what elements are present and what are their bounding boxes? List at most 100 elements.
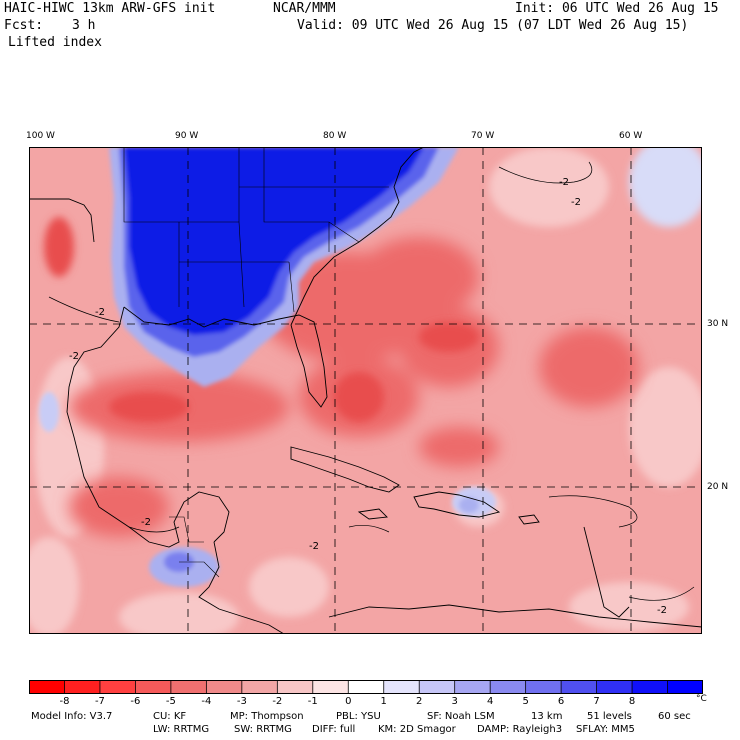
- contour-label: -2: [95, 307, 105, 318]
- lon-label-60w: 60 W: [619, 131, 643, 141]
- colorbar-cell: [348, 680, 385, 694]
- lat-label-30n: 30 N: [707, 319, 729, 329]
- stable-patch-central-america: [39, 392, 219, 587]
- diff-option: DIFF: full: [312, 724, 356, 735]
- colorbar-tick-label: -1: [307, 696, 318, 707]
- central-america-coast: [198, 541, 285, 634]
- fcst-value: 3 h: [72, 18, 96, 33]
- contour-label: -2: [571, 197, 581, 208]
- colorbar-tick-label: -3: [236, 696, 247, 707]
- hispaniola-outline: [413, 491, 501, 518]
- us-gulf-coast-florida: [123, 306, 328, 408]
- colorbar-tick-label: 2: [416, 696, 423, 707]
- colorbar-cell: [632, 680, 669, 694]
- model-info: Model Info: V3.7: [31, 711, 113, 722]
- colorbar-tick-label: 3: [451, 696, 458, 707]
- lon-label-70w: 70 W: [471, 131, 495, 141]
- us-atlantic-coast: [290, 147, 425, 326]
- us-state-lines: [123, 147, 389, 313]
- sflay-option: SFLAY: MM5: [576, 724, 635, 735]
- pbl-scheme: PBL: YSU: [336, 711, 381, 722]
- sw-scheme: SW: RRTMG: [234, 724, 292, 735]
- colorbar: [29, 680, 703, 694]
- field-shading: [29, 147, 702, 634]
- contour-line: [498, 161, 593, 184]
- colorbar-tick-label: -7: [94, 696, 105, 707]
- colorbar-cell: [561, 680, 598, 694]
- init-time: Init: 06 UTC Wed 26 Aug 15: [515, 1, 719, 16]
- valid-time: Valid: 09 UTC Wed 26 Aug 15 (07 LDT Wed …: [297, 18, 689, 33]
- mexico-us-border: [29, 198, 95, 243]
- lat-label-20n: 20 N: [707, 482, 729, 492]
- contour-label: -2: [657, 605, 667, 616]
- colorbar-cell: [667, 680, 703, 694]
- colorbar-cell: [383, 680, 420, 694]
- colorbar-tick-label: -4: [201, 696, 212, 707]
- strong-instability-areas: [44, 217, 479, 422]
- resolution: 13 km: [531, 711, 563, 722]
- sf-scheme: SF: Noah LSM: [427, 711, 495, 722]
- colorbar-tick-label: -8: [59, 696, 70, 707]
- colorbar-tick-label: -6: [130, 696, 141, 707]
- cu-scheme: CU: KF: [153, 711, 187, 722]
- colorbar-tick-label: 5: [522, 696, 529, 707]
- colorbar-cell: [525, 680, 562, 694]
- colorbar-tick-label: 8: [628, 696, 636, 707]
- contour-line: [128, 526, 180, 533]
- km-option: KM: 2D Smagor: [378, 724, 456, 735]
- contour-line: [48, 296, 120, 323]
- contour-label: -2: [559, 177, 569, 188]
- colorbar-tick-label: 7: [593, 696, 600, 707]
- contour-line: [348, 525, 390, 533]
- colorbar-cell: [490, 680, 527, 694]
- damp-option: DAMP: Rayleigh3: [477, 724, 563, 735]
- contour-line: [548, 495, 638, 528]
- stable-patch-northeast: [629, 147, 702, 227]
- colorbar-cell: [454, 680, 491, 694]
- contour-label: -2: [309, 541, 319, 552]
- org-label: NCAR/MMM: [273, 1, 336, 16]
- colorbar-tick-label: -2: [272, 696, 283, 707]
- colorbar-tick-label: -5: [165, 696, 176, 707]
- lesser-antilles: [583, 526, 630, 618]
- vertical-levels: 51 levels: [587, 711, 632, 722]
- map-frame: [29, 147, 702, 634]
- contour-lines: [48, 161, 695, 601]
- mp-scheme: MP: Thompson: [230, 711, 304, 722]
- contour-label: -2: [141, 517, 151, 528]
- state-borders: [123, 147, 389, 578]
- contour-line: [628, 586, 695, 601]
- colorbar-unit: °C: [696, 694, 707, 704]
- colorbar-cell: [596, 680, 633, 694]
- field-name: Lifted index: [8, 35, 102, 50]
- lat-lon-grid: [29, 147, 702, 634]
- colorbar-tick-label: 0: [345, 696, 352, 707]
- cuba-outline: [290, 446, 400, 493]
- stable-patch-hispaniola: [452, 487, 496, 517]
- colorbar-cell: [206, 680, 243, 694]
- lon-label-80w: 80 W: [323, 131, 347, 141]
- colorbar-tick-label: 1: [380, 696, 387, 707]
- lifted-index-map: -2 -2 -2 -2 -2 -2 -2: [29, 147, 702, 634]
- colorbar-cell: [170, 680, 207, 694]
- colorbar-cell: [135, 680, 172, 694]
- colorbar-cell: [64, 680, 101, 694]
- colorbar-tick-label: 4: [486, 696, 494, 707]
- contour-label: -2: [69, 351, 79, 362]
- colorbar-cell: [99, 680, 136, 694]
- colorbar-frame: [29, 680, 703, 694]
- central-america-borders: [169, 516, 220, 578]
- colorbar-tick-label: 6: [557, 696, 565, 707]
- jamaica-outline: [357, 508, 388, 520]
- stable-region: [109, 147, 459, 387]
- lw-scheme: LW: RRTMG: [153, 724, 210, 735]
- puerto-rico-outline: [518, 514, 540, 525]
- colorbar-cell: [312, 680, 349, 694]
- fcst-label: Fcst:: [4, 18, 44, 33]
- coastlines: [29, 147, 702, 634]
- colorbar-cell: [277, 680, 314, 694]
- colorbar-cell: [241, 680, 278, 694]
- lon-label-90w: 90 W: [175, 131, 199, 141]
- lon-label-100w: 100 W: [26, 131, 55, 141]
- colorbar-cell: [29, 680, 65, 694]
